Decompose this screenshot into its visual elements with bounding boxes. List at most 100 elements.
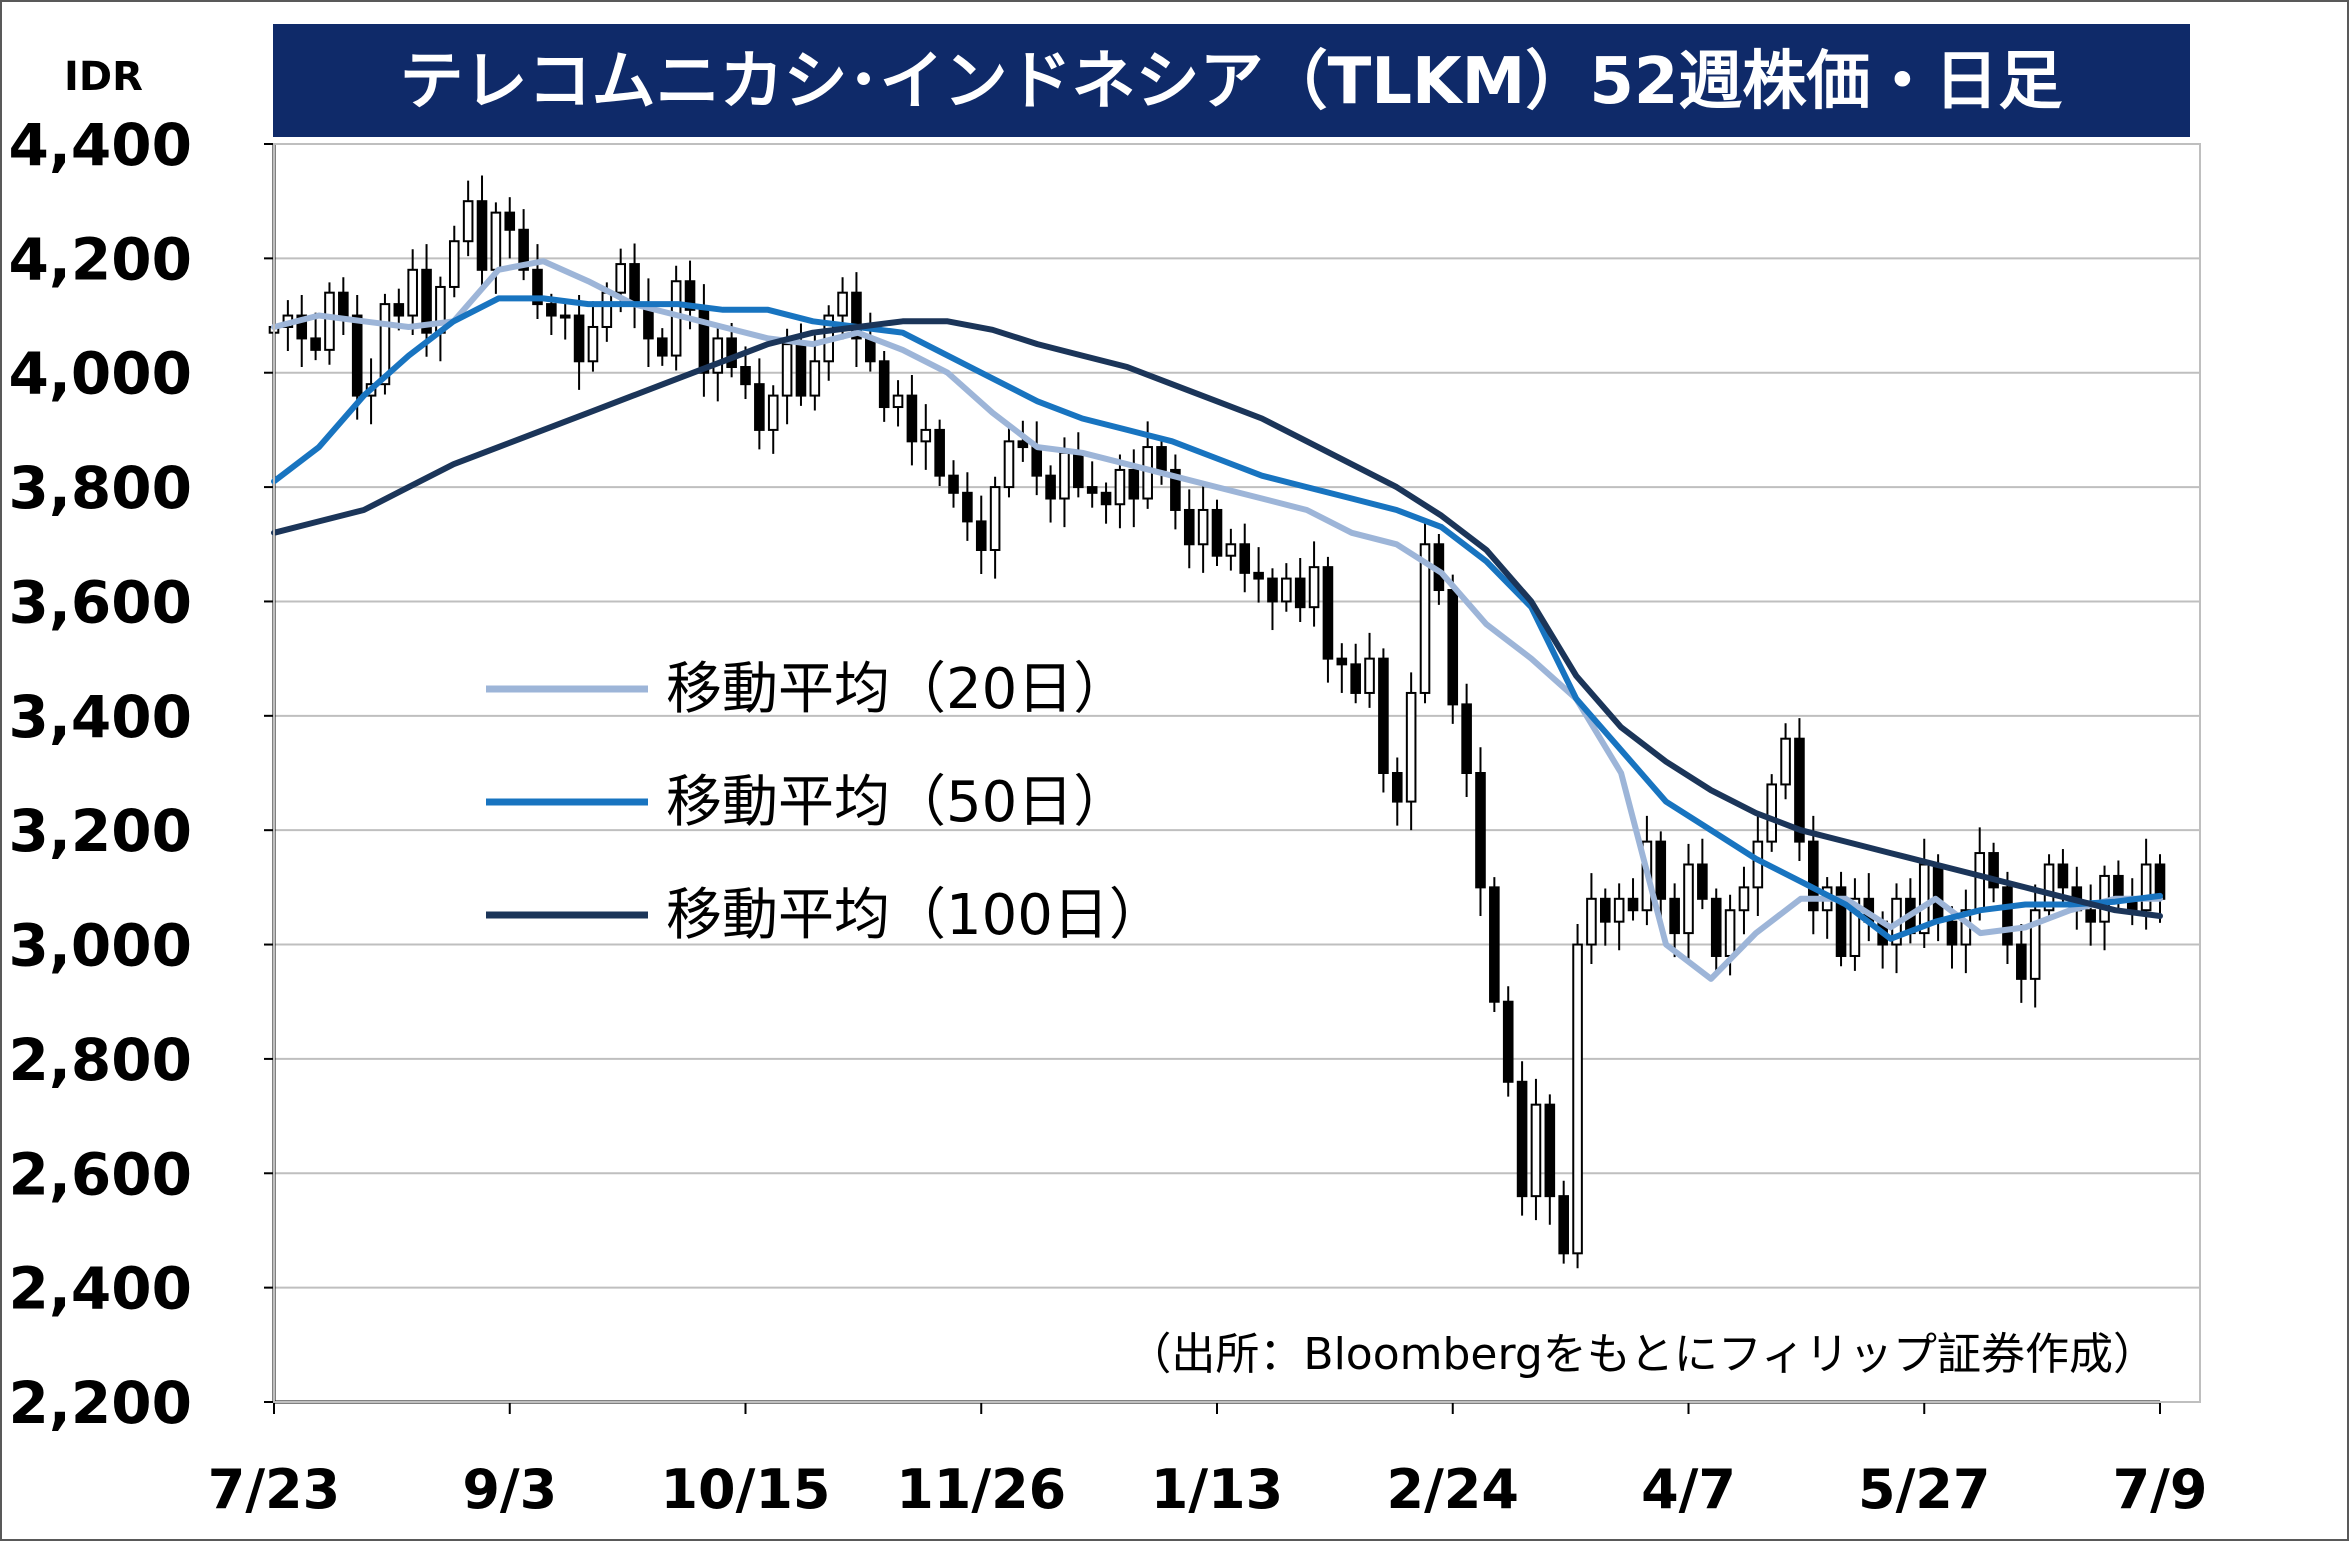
candle [1516, 1061, 1528, 1216]
candle [1794, 718, 1805, 862]
candle [1419, 518, 1431, 704]
candle [1572, 923, 1583, 1269]
candle [296, 294, 308, 368]
candle [698, 284, 710, 397]
candle [1017, 420, 1029, 462]
candle [1530, 1078, 1542, 1221]
candle [809, 335, 821, 411]
candle [1364, 632, 1375, 708]
candle [1988, 842, 1999, 903]
candle [1114, 454, 1126, 529]
x-tick-label: 9/3 [462, 1458, 557, 1521]
candle [421, 244, 432, 357]
candle [1655, 831, 1667, 919]
legend-item: 移動平均（20日） [486, 657, 1129, 722]
x-tick-label: 4/7 [1641, 1458, 1736, 1521]
candle [1405, 672, 1417, 831]
moving-average-line [271, 295, 2163, 942]
candle [587, 301, 599, 372]
candle [1336, 643, 1348, 693]
candle [1835, 871, 1847, 967]
moving-average-line [271, 258, 2163, 982]
y-tick-label: 4,400 [9, 111, 192, 179]
candle [2043, 854, 2055, 921]
gridlines [274, 257, 2200, 1289]
source-note: （出所：Bloombergをもとにフィリップ証券作成） [1127, 1329, 2157, 1380]
candle [865, 312, 876, 372]
candle [920, 404, 932, 470]
chart-title: テレコムニカシ･インドネシア（TLKM）52週株価・日足 [400, 45, 2063, 119]
candle [948, 460, 959, 508]
candle [2016, 923, 2027, 1003]
candle [2002, 871, 2013, 964]
candle [1960, 889, 1972, 974]
candle [2085, 884, 2096, 946]
candle [1918, 838, 1930, 948]
candle [892, 380, 904, 427]
candle [1821, 877, 1833, 939]
y-tick-label: 4,000 [9, 340, 192, 408]
candle [1128, 449, 1140, 528]
candle [1863, 873, 1875, 942]
candle [1738, 866, 1750, 935]
y-tick-label: 2,800 [9, 1026, 192, 1094]
candle [1558, 1180, 1569, 1264]
candle [767, 385, 779, 454]
candle [962, 472, 973, 541]
legend-label: 移動平均（50日） [666, 770, 1129, 835]
y-tick-label: 3,800 [9, 454, 192, 522]
y-tick-label: 3,600 [9, 568, 192, 636]
candle [1378, 648, 1389, 793]
y-tick-label: 2,600 [9, 1140, 192, 1208]
candle [1697, 838, 1708, 910]
x-tick-label: 7/9 [2113, 1458, 2208, 1521]
candle [1489, 877, 1500, 1013]
candle [324, 282, 335, 365]
candle [518, 209, 529, 281]
candle [1225, 528, 1237, 571]
candle [1183, 489, 1195, 569]
candle [1502, 986, 1514, 1097]
y-axis-label: IDR [64, 54, 143, 100]
candle [975, 495, 987, 575]
candle [532, 244, 543, 319]
candle [448, 225, 460, 298]
x-tick-label: 11/26 [896, 1458, 1066, 1521]
candle [1211, 499, 1223, 567]
x-tick-label: 2/24 [1387, 1458, 1519, 1521]
candle [1780, 723, 1791, 800]
candle [1766, 774, 1778, 852]
moving-average-line [271, 318, 2163, 919]
candle [462, 180, 474, 257]
title-banner [273, 24, 2190, 137]
legend-label: 移動平均（20日） [666, 657, 1129, 722]
candle [338, 277, 349, 335]
candle [1267, 568, 1278, 631]
legend: 移動平均（20日） 移動平均（50日） 移動平均（100日） [486, 657, 1165, 948]
y-tick-label: 3,200 [9, 797, 192, 865]
candle [629, 243, 640, 329]
candle [1281, 563, 1292, 612]
plot-area-border [273, 143, 2201, 1403]
candle [1683, 843, 1694, 962]
y-tick-label: 2,400 [9, 1255, 192, 1323]
candle [1849, 878, 1861, 971]
candle [1586, 873, 1597, 964]
candle [1156, 436, 1167, 485]
candle [1073, 432, 1084, 498]
candle [476, 175, 488, 290]
candle [1475, 747, 1486, 916]
candle [1599, 888, 1611, 946]
candle [1544, 1094, 1556, 1225]
candle [1627, 878, 1639, 921]
candle [878, 350, 890, 422]
y-tick-label: 2,200 [9, 1369, 192, 1437]
candle [989, 476, 1001, 579]
y-tick-label: 3,000 [9, 912, 192, 980]
candle [1003, 425, 1015, 498]
candle [656, 328, 668, 366]
candle [1613, 883, 1625, 951]
candle [1086, 461, 1098, 508]
moving-average-series [271, 258, 2163, 982]
